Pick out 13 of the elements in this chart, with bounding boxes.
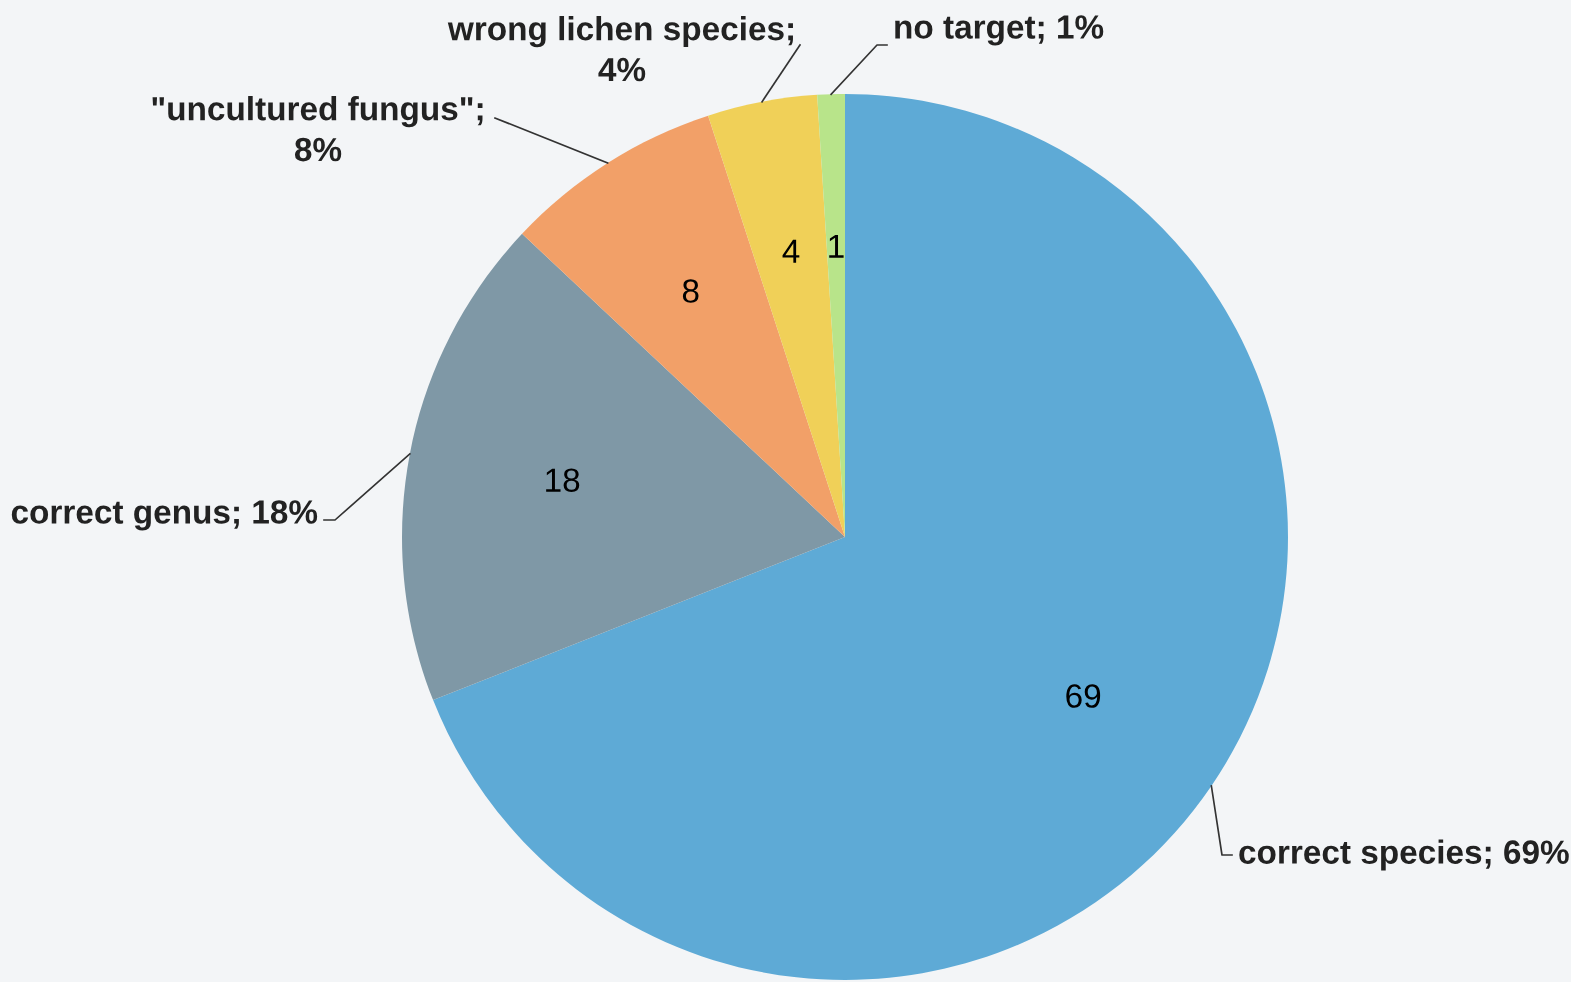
slice-label: no target; 1% <box>895 15 1104 46</box>
slice-label: "uncultured fungus"; 8% <box>152 96 483 162</box>
pie-slice <box>522 115 845 537</box>
data-label: 18 <box>546 468 580 492</box>
data-label: 4 <box>782 239 800 263</box>
data-label: 1 <box>829 234 844 258</box>
pie-slice <box>708 94 845 537</box>
slice-label: wrong lichen species; 4% <box>447 16 793 82</box>
slice-label: correct species; 69% <box>1239 839 1569 871</box>
data-label: 8 <box>682 279 699 303</box>
slice-label: correct genus; 18% <box>11 500 318 531</box>
data-label: 69 <box>1066 684 1101 708</box>
pie-slice <box>402 233 845 701</box>
